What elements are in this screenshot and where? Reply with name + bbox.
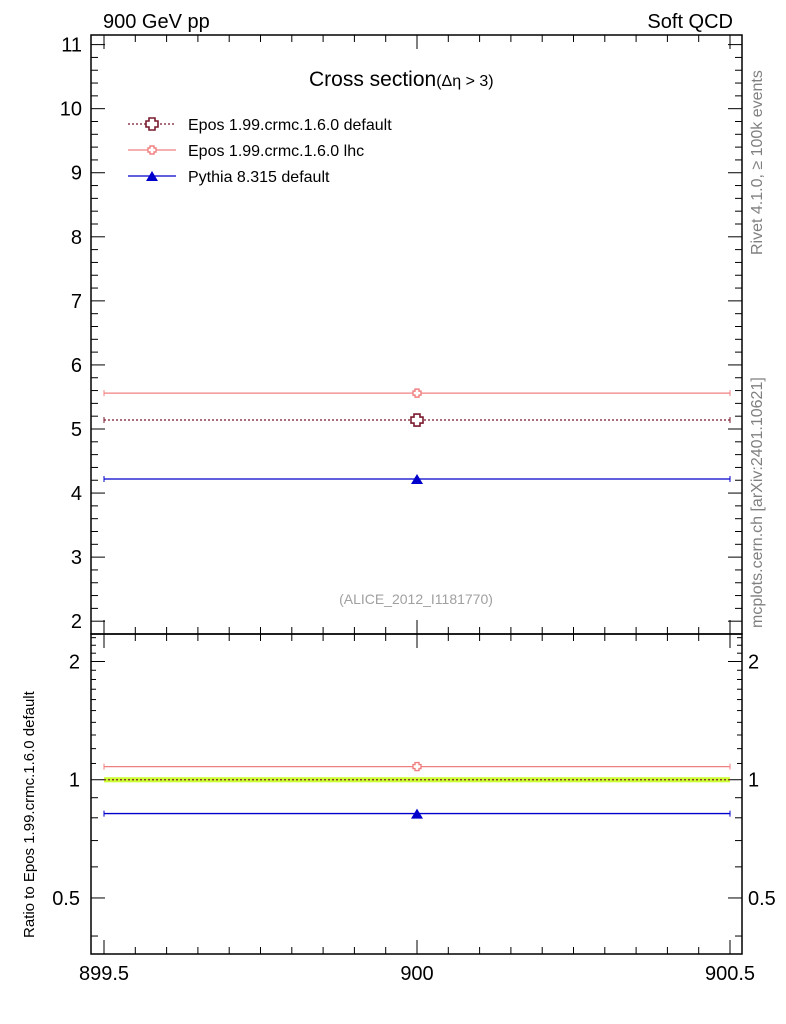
main-series-layer	[103, 388, 731, 484]
main-y-tick-label: 2	[71, 611, 82, 633]
ratio-series-epos-lhc-marker	[412, 761, 422, 772]
chart-title-main: Cross section	[309, 68, 436, 91]
ratio-series-layer	[103, 761, 731, 819]
chart-title-sub: (Δη > 3)	[436, 73, 493, 90]
main-y-tick-label: 9	[71, 163, 82, 185]
main-y-tick-label: 8	[71, 227, 82, 249]
legend-label-epos-lhc: Epos 1.99.crmc.1.6.0 lhc	[188, 143, 364, 160]
main-y-tick-label: 3	[71, 547, 82, 569]
header-category: Soft QCD	[647, 11, 733, 33]
main-series-epos-lhc-marker	[412, 388, 422, 398]
x-tick-label: 899.5	[79, 963, 129, 985]
ratio-y-tick-label-left: 1	[69, 770, 80, 792]
legend-marker-epos-default	[145, 117, 159, 131]
chart-title: Cross section(Δη > 3)	[309, 68, 494, 91]
legend-label-epos-default: Epos 1.99.crmc.1.6.0 default	[188, 117, 392, 134]
analysis-watermark: (ALICE_2012_I1181770)	[339, 591, 493, 607]
main-y-tick-label: 6	[71, 355, 82, 377]
ratio-y-tick-label-right: 1	[748, 770, 759, 792]
legend-marker-epos-lhc	[147, 145, 157, 155]
ratio-plot-frame	[90, 633, 743, 955]
main-axis-ticks: 2 3 4 5 6 7 8 9 10 11	[60, 35, 742, 635]
ratio-y-tick-label-right: 0.5	[748, 888, 776, 910]
main-y-tick-label: 11	[61, 35, 82, 57]
ratio-y-tick-label-right: 2	[748, 652, 759, 674]
legend: Epos 1.99.crmc.1.6.0 default Epos 1.99.c…	[128, 117, 392, 186]
ratio-y-tick-label-left: 2	[69, 652, 80, 674]
legend-marker-pythia	[146, 171, 158, 181]
ratio-y-tick-label-left: 0.5	[52, 888, 80, 910]
main-y-tick-label: 7	[71, 291, 82, 313]
x-tick-label: 900.5	[705, 963, 755, 985]
main-y-tick-label: 5	[71, 419, 82, 441]
ratio-axis-label: Ratio to Epos 1.99.crmc.1.6.0 default	[21, 690, 38, 938]
header-energy: 900 GeV pp	[103, 11, 210, 33]
main-y-tick-label: 4	[71, 483, 82, 505]
main-series-pythia-marker	[411, 473, 423, 484]
ratio-axis-ticks: 0.5 0.5 1 1 2 2	[52, 637, 776, 937]
legend-label-pythia: Pythia 8.315 default	[188, 169, 330, 186]
ratio-series-pythia-marker	[411, 808, 423, 819]
ratio-reference-band	[104, 777, 730, 783]
rivet-version-label: Rivet 4.1.0, ≥ 100k events	[749, 70, 766, 255]
main-y-tick-label: 10	[60, 99, 82, 121]
mcplots-credit-label: mcplots.cern.ch [arXiv:2401.10621]	[749, 377, 766, 628]
x-tick-label: 900	[400, 963, 433, 985]
main-series-epos-default-marker	[410, 413, 424, 427]
x-axis-ticks: 899.5 900 900.5	[79, 35, 755, 985]
